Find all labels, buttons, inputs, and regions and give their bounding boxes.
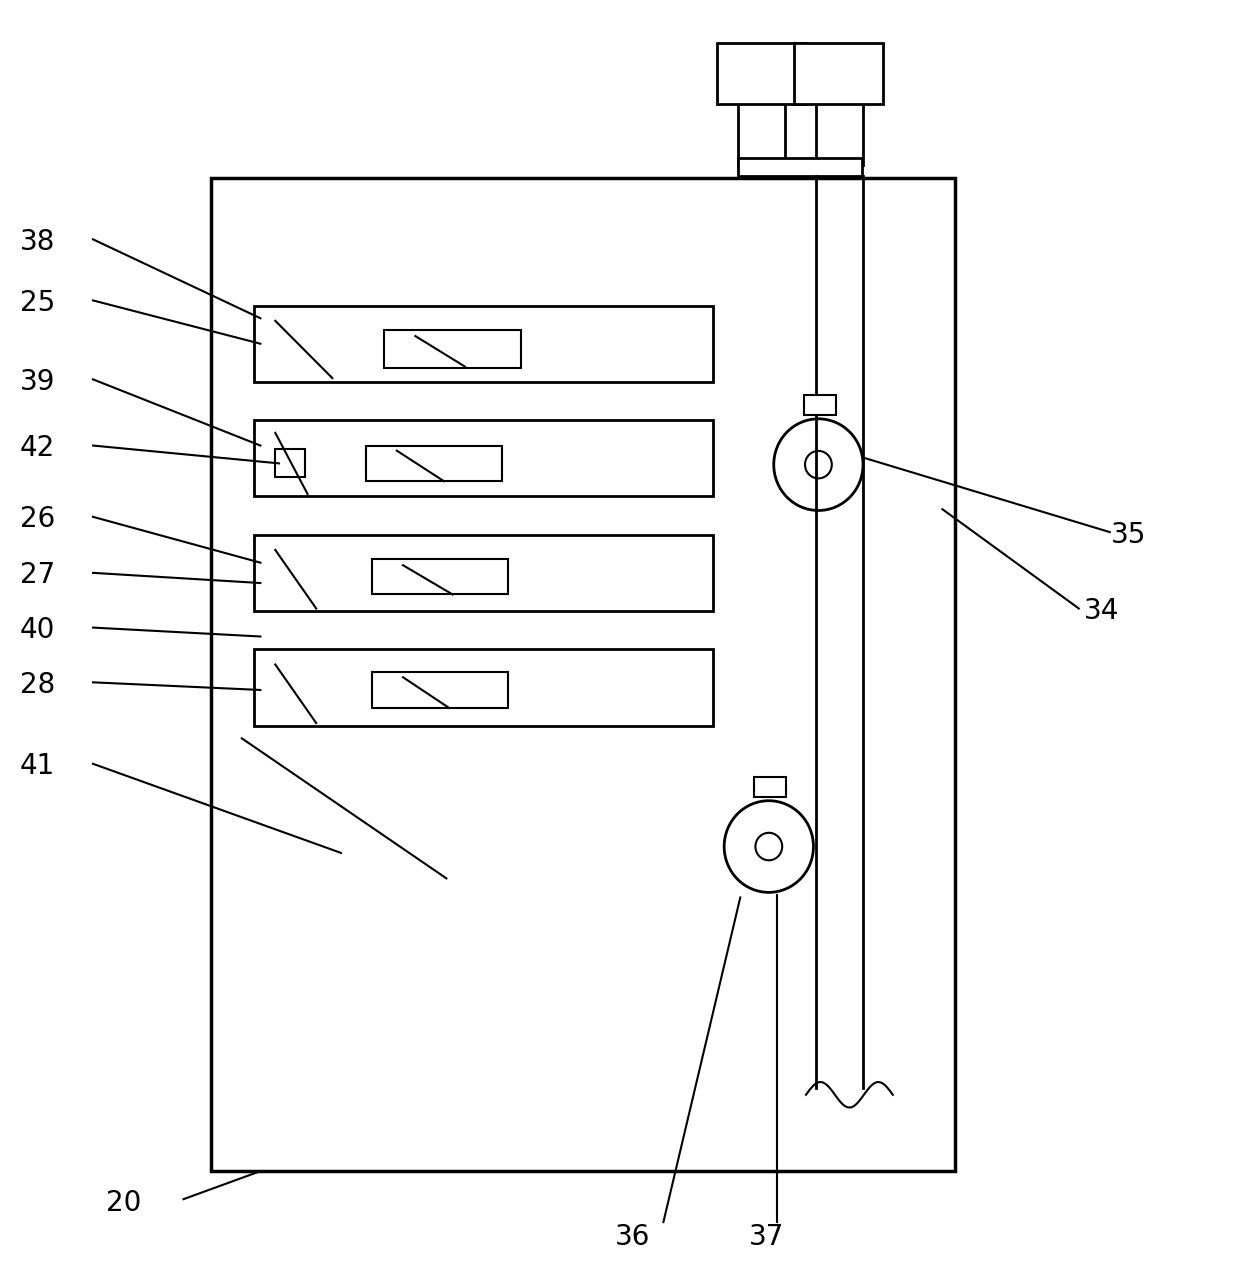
Bar — [254, 649, 713, 726]
Text: 38: 38 — [20, 228, 55, 256]
Text: 41: 41 — [20, 752, 55, 780]
Text: 40: 40 — [20, 616, 55, 644]
Bar — [794, 43, 883, 104]
Text: 26: 26 — [20, 505, 55, 533]
Bar — [754, 777, 786, 797]
Text: 42: 42 — [20, 434, 55, 462]
Text: 39: 39 — [20, 368, 55, 396]
Text: 34: 34 — [1084, 597, 1118, 625]
Bar — [372, 559, 508, 594]
Bar — [366, 446, 502, 481]
Text: 37: 37 — [749, 1223, 784, 1251]
Text: 27: 27 — [20, 561, 55, 589]
Bar — [254, 535, 713, 611]
Bar — [738, 158, 862, 176]
Bar — [372, 672, 508, 708]
Text: 25: 25 — [20, 289, 55, 317]
Text: 35: 35 — [1111, 521, 1146, 549]
Text: 28: 28 — [20, 671, 55, 699]
Text: 20: 20 — [107, 1189, 141, 1217]
Bar — [254, 306, 713, 382]
Bar — [275, 449, 305, 477]
Bar — [211, 178, 955, 1171]
Bar — [384, 330, 521, 368]
Bar — [816, 64, 863, 165]
Text: 36: 36 — [615, 1223, 650, 1251]
Bar — [254, 420, 713, 496]
Bar — [738, 64, 785, 165]
Bar — [717, 43, 806, 104]
Bar — [804, 395, 836, 415]
